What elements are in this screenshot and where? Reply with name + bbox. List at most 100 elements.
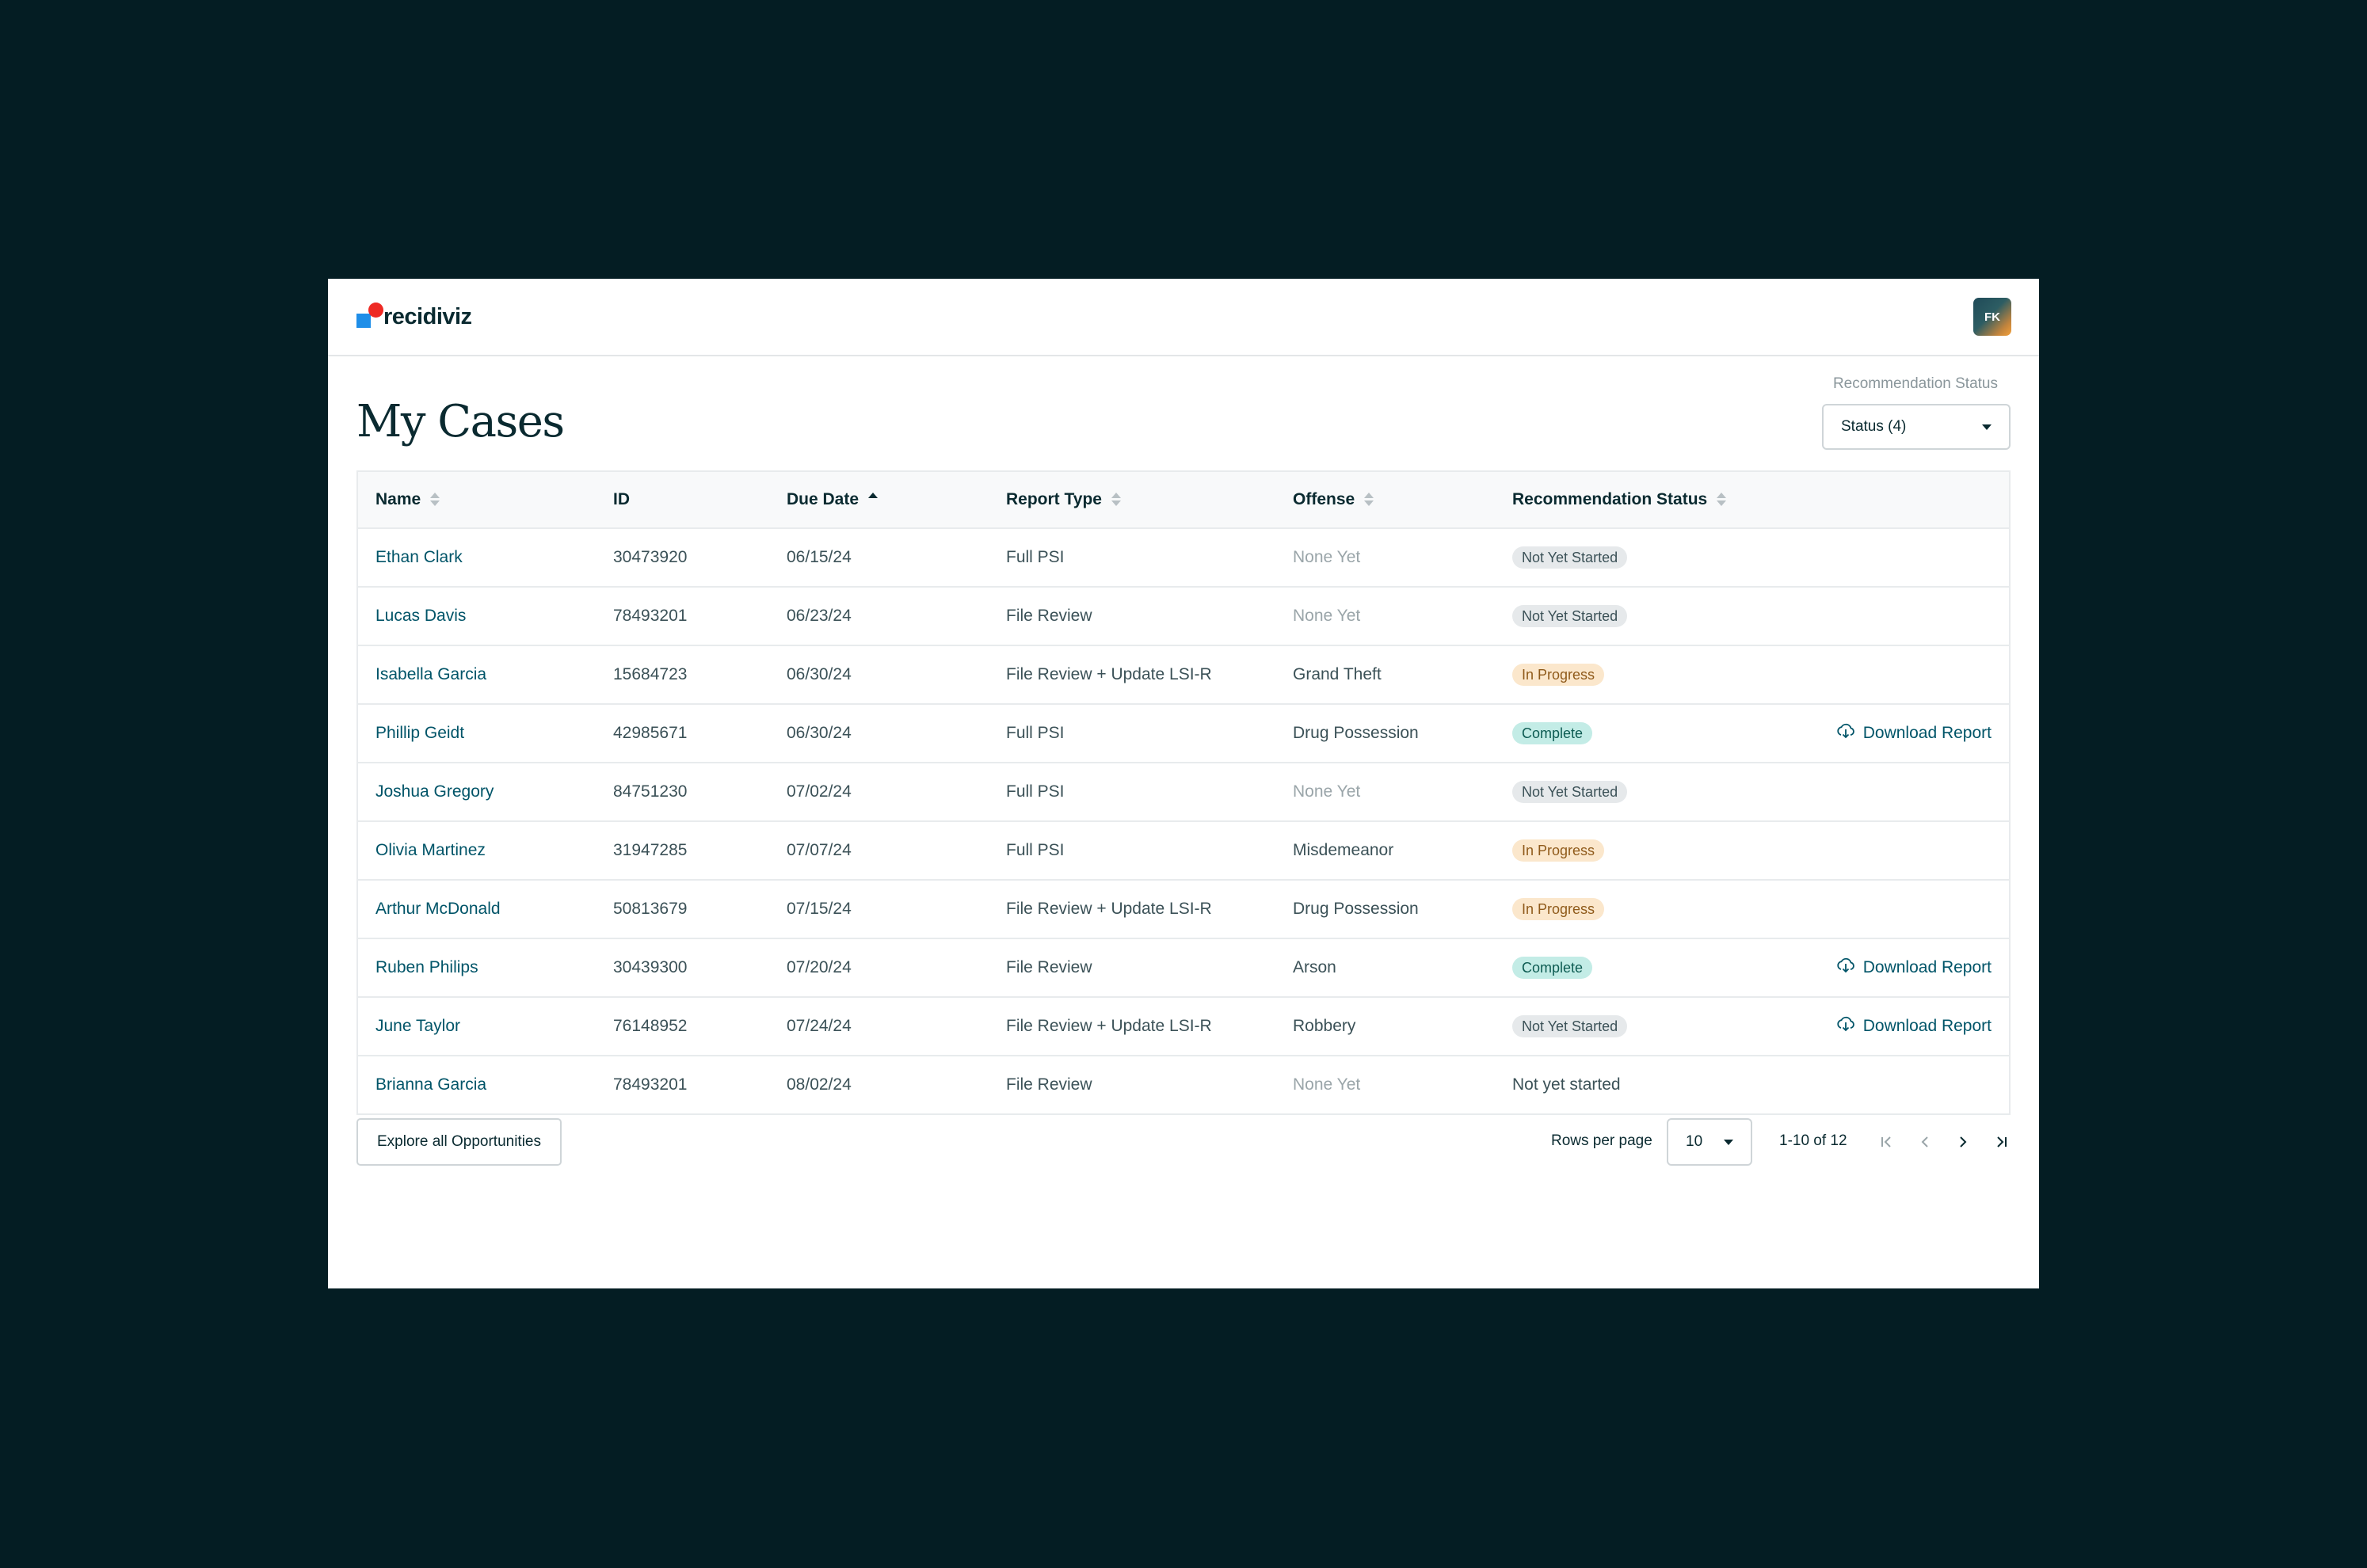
header-offense[interactable]: Offense <box>1293 472 1374 527</box>
table-row[interactable]: Joshua Gregory 84751230 07/02/24 Full PSI No… <box>358 763 2009 822</box>
case-id: 84751230 <box>613 782 688 801</box>
case-name-link[interactable]: Joshua Gregory <box>375 782 494 801</box>
table-row[interactable]: Olivia Martinez 31947285 07/07/24 Full PSI M… <box>358 822 2009 881</box>
recommendation-status: Complete <box>1512 939 1593 996</box>
table-row[interactable]: Lucas Davis 78493201 06/23/24 File Review No… <box>358 588 2009 646</box>
sort-icon <box>430 492 440 508</box>
offense: Misdemeanor <box>1293 841 1394 859</box>
offense: Drug Possession <box>1293 724 1419 742</box>
table-row[interactable]: Brianna Garcia 78493201 08/02/24 File Revie… <box>358 1056 2009 1113</box>
case-name-link[interactable]: Brianna Garcia <box>375 1075 487 1094</box>
due-date: 07/24/24 <box>787 1017 852 1035</box>
offense: None Yet <box>1293 1075 1361 1094</box>
case-name-link[interactable]: June Taylor <box>375 1017 461 1035</box>
status-text: Not yet started <box>1512 1075 1621 1094</box>
header-id-label: ID <box>613 490 630 508</box>
case-id: 30473920 <box>613 548 688 566</box>
cloud-download-icon <box>1836 722 1863 744</box>
case-name-link[interactable]: Ruben Philips <box>375 958 478 976</box>
offense: Robbery <box>1293 1017 1356 1035</box>
case-id: 30439300 <box>613 958 688 976</box>
case-name-link[interactable]: Olivia Martinez <box>375 841 486 859</box>
report-type: File Review + Update LSI-R <box>1006 900 1212 918</box>
download-report-link[interactable]: Download Report <box>1836 939 1992 996</box>
header-report-type-label: Report Type <box>1006 490 1102 508</box>
report-type: Full PSI <box>1006 548 1065 566</box>
due-date: 06/30/24 <box>787 724 852 742</box>
caret-down-icon <box>1982 424 1992 430</box>
case-id: 31947285 <box>613 841 688 859</box>
offense: None Yet <box>1293 607 1361 625</box>
recommendation-status: In Progress <box>1512 822 1605 879</box>
due-date: 08/02/24 <box>787 1075 852 1094</box>
case-id: 50813679 <box>613 900 688 918</box>
recommendation-status: Complete <box>1512 705 1593 762</box>
report-type: File Review <box>1006 958 1092 976</box>
status-badge: Not Yet Started <box>1512 781 1628 803</box>
offense: None Yet <box>1293 548 1361 566</box>
download-report-link[interactable]: Download Report <box>1836 998 1992 1055</box>
case-name-link[interactable]: Phillip Geidt <box>375 724 465 742</box>
case-id: 78493201 <box>613 1075 688 1094</box>
status-badge: Complete <box>1512 957 1593 979</box>
cloud-download-icon <box>1836 1015 1863 1037</box>
table-row[interactable]: Phillip Geidt 42985671 06/30/24 Full PSI Dru… <box>358 705 2009 763</box>
recommendation-status: In Progress <box>1512 881 1605 938</box>
due-date: 07/15/24 <box>787 900 852 918</box>
rows-per-page-dropdown[interactable]: 10 <box>1667 1118 1752 1166</box>
header-offense-label: Offense <box>1293 490 1355 508</box>
table-row[interactable]: Isabella Garcia 15684723 06/30/24 File Revi… <box>358 646 2009 705</box>
table-row[interactable]: Ethan Clark 30473920 06/15/24 Full PSI None … <box>358 529 2009 588</box>
case-name-link[interactable]: Arthur McDonald <box>375 900 501 918</box>
case-name-link[interactable]: Isabella Garcia <box>375 665 487 683</box>
pagination-range: 1-10 of 12 <box>1779 1132 1847 1149</box>
status-badge: Not Yet Started <box>1512 1015 1628 1037</box>
last-page-icon[interactable] <box>1988 1129 2014 1155</box>
header-status-label: Recommendation Status <box>1512 490 1708 508</box>
rows-per-page-label: Rows per page <box>1551 1132 1652 1149</box>
report-type: Full PSI <box>1006 782 1065 801</box>
top-bar: recidiviz FK <box>328 279 2039 356</box>
table-row[interactable]: Ruben Philips 30439300 07/20/24 File Review… <box>358 939 2009 998</box>
recidiviz-logo[interactable]: recidiviz <box>356 299 515 336</box>
rows-per-page-value: 10 <box>1686 1133 1703 1150</box>
report-type: Full PSI <box>1006 724 1065 742</box>
report-type: File Review <box>1006 1075 1092 1094</box>
header-recommendation-status[interactable]: Recommendation Status <box>1512 472 1727 527</box>
status-badge: Complete <box>1512 722 1593 744</box>
user-avatar[interactable]: FK <box>1973 298 2011 336</box>
sort-icon <box>1717 492 1727 508</box>
offense: Grand Theft <box>1293 665 1382 683</box>
table-row[interactable]: June Taylor 76148952 07/24/24 File Review +… <box>358 998 2009 1056</box>
previous-page-icon[interactable] <box>1912 1129 1938 1155</box>
case-id: 76148952 <box>613 1017 688 1035</box>
download-report-label: Download Report <box>1862 958 1992 976</box>
sort-icon <box>1111 492 1121 508</box>
caret-down-icon <box>1724 1139 1733 1145</box>
case-name-link[interactable]: Lucas Davis <box>375 607 467 625</box>
header-due-date[interactable]: Due Date <box>787 472 879 527</box>
page-title: My Cases <box>356 396 565 447</box>
logo-wordmark: recidiviz <box>383 304 472 329</box>
header-report-type[interactable]: Report Type <box>1006 472 1121 527</box>
download-report-link[interactable]: Download Report <box>1836 705 1992 762</box>
cloud-download-icon <box>1836 957 1863 979</box>
table-row[interactable]: Arthur McDonald 50813679 07/15/24 File Revi… <box>358 881 2009 939</box>
report-type: File Review + Update LSI-R <box>1006 1017 1212 1035</box>
case-name-link[interactable]: Ethan Clark <box>375 548 463 566</box>
due-date: 06/30/24 <box>787 665 852 683</box>
logo-dot-icon <box>368 303 383 318</box>
header-name[interactable]: Name <box>375 472 440 527</box>
download-report-label: Download Report <box>1862 724 1992 742</box>
explore-opportunities-button[interactable]: Explore all Opportunities <box>356 1118 562 1166</box>
app-window: recidiviz FK My Cases Recommendation Sta… <box>328 279 2039 1288</box>
report-type: File Review + Update LSI-R <box>1006 665 1212 683</box>
first-page-icon[interactable] <box>1874 1129 1900 1155</box>
header-due-date-label: Due Date <box>787 490 860 508</box>
status-filter-dropdown[interactable]: Status (4) <box>1822 404 2011 450</box>
recommendation-status: Not yet started <box>1512 1056 1621 1113</box>
table-header: Name ID Due Date Report Type Offense Rec… <box>358 472 2009 529</box>
report-type: File Review <box>1006 607 1092 625</box>
case-id: 42985671 <box>613 724 688 742</box>
next-page-icon[interactable] <box>1950 1129 1976 1155</box>
